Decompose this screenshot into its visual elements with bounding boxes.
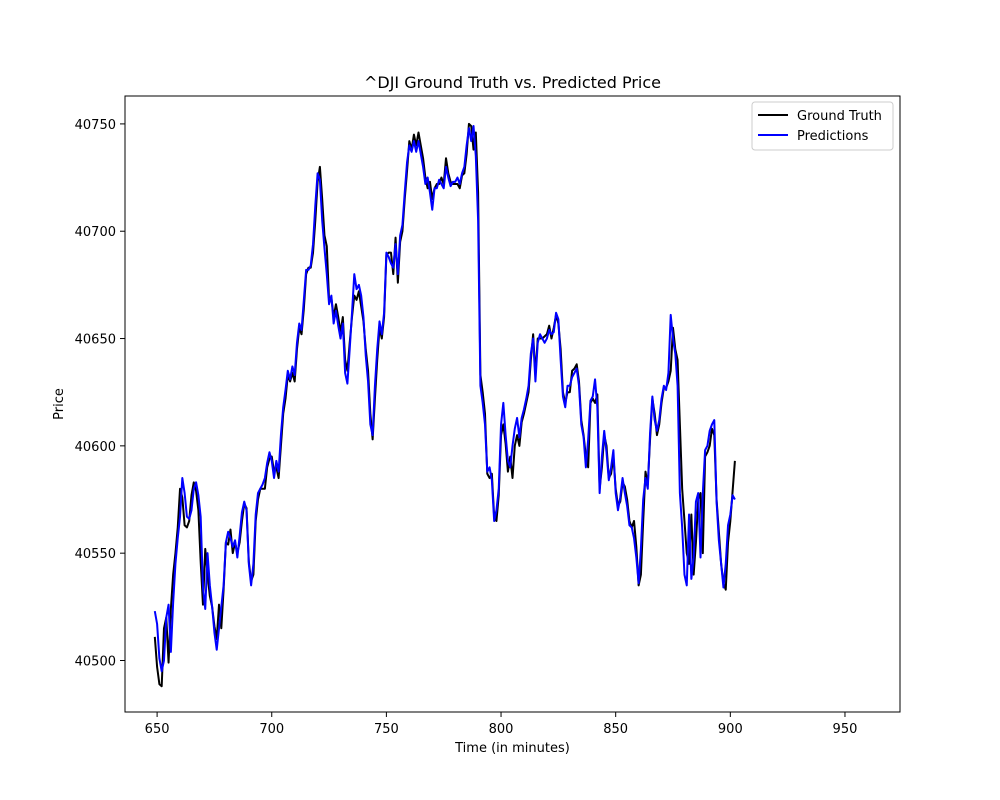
y-axis: 40500 40550 40600 40650 40700 40750 [75,118,125,669]
x-axis: 650 700 750 800 850 900 950 [145,712,858,737]
x-tick-label: 950 [833,722,858,737]
legend: Ground Truth Predictions [751,101,894,151]
series-layer [153,122,736,688]
y-tick-label: 40750 [75,118,116,133]
x-tick-label: 900 [718,722,743,737]
y-tick-label: 40550 [75,547,116,562]
x-tick-label: 650 [145,722,170,737]
chart-title: ^DJI Ground Truth vs. Predicted Price [364,73,661,92]
x-tick-label: 850 [603,722,628,737]
series-line-predictions [153,125,736,673]
plot-frame [124,95,901,713]
x-tick-label: 750 [374,722,399,737]
y-tick-label: 40700 [75,225,116,240]
y-axis-label: Price [52,388,67,420]
legend-label-ground-truth: Ground Truth [797,109,882,124]
y-tick-label: 40650 [75,333,116,348]
x-tick-label: 700 [259,722,284,737]
x-axis-label: Time (in minutes) [454,741,570,756]
y-tick-label: 40500 [75,654,116,669]
y-tick-label: 40600 [75,440,116,455]
legend-label-predictions: Predictions [797,129,869,144]
x-tick-label: 800 [489,722,514,737]
